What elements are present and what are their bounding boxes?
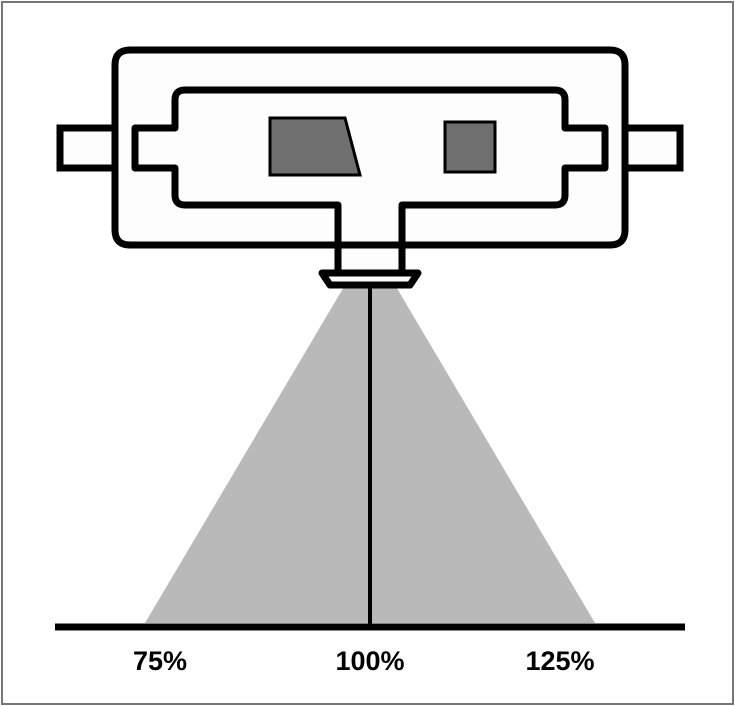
collimator-flange bbox=[322, 273, 418, 285]
cathode-block bbox=[445, 122, 495, 172]
field-size-label: 100% bbox=[335, 646, 404, 676]
field-size-label: 75% bbox=[133, 646, 187, 676]
anode-block bbox=[270, 118, 360, 175]
field-size-label: 125% bbox=[525, 646, 594, 676]
field-size-labels: 75% 100% 125% bbox=[133, 646, 595, 676]
xray-field-diagram: 75% 100% 125% bbox=[0, 0, 735, 706]
